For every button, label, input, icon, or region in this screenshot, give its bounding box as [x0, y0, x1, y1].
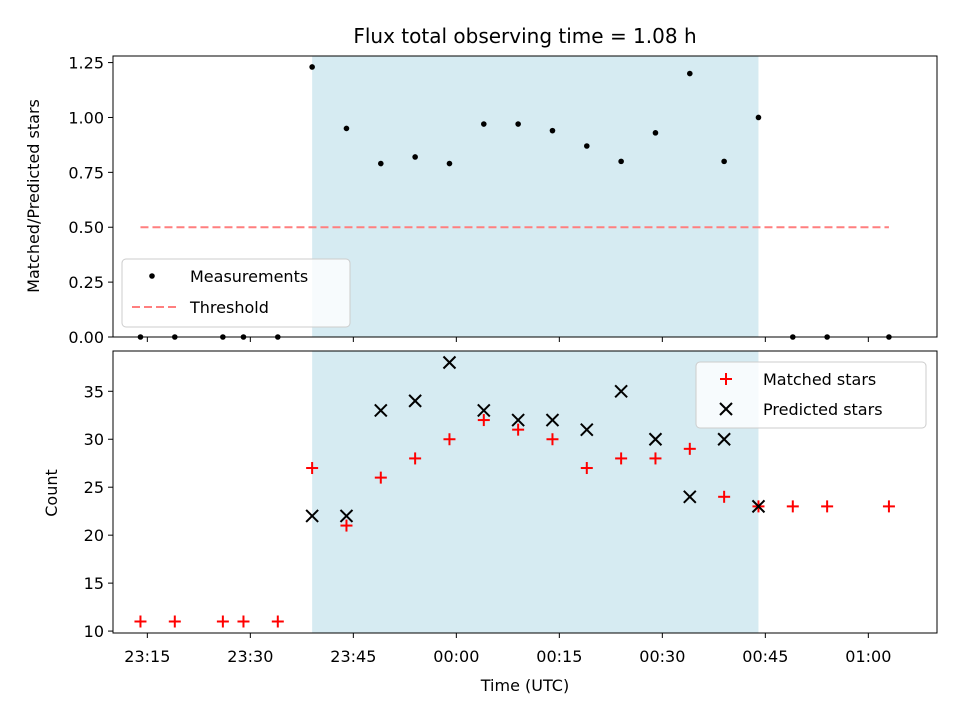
matched-star-point: [374, 471, 387, 484]
top-ytick-label: 0.25: [68, 273, 104, 292]
xtick-label: 00:45: [742, 647, 788, 666]
bottom-ytick-label: 25: [84, 478, 104, 497]
matched-star-point: [882, 500, 895, 513]
bottom-y-ticks: 10 15 20 25 30 35: [84, 382, 113, 641]
matched-star-point: [718, 490, 731, 503]
legend-measurements-label: Measurements: [190, 267, 308, 286]
measurement-point: [721, 158, 727, 165]
top-ytick-label: 0.50: [68, 218, 104, 237]
xtick-label: 00:15: [536, 647, 582, 666]
bottom-ytick-label: 15: [84, 574, 104, 593]
measurement-point: [618, 158, 624, 165]
matched-star-point: [237, 615, 250, 628]
matched-star-point: [409, 452, 422, 465]
predicted-star-point: [751, 499, 766, 514]
matched-star-point: [786, 500, 799, 513]
measurement-point: [378, 160, 384, 167]
xtick-label: 00:30: [639, 647, 685, 666]
matched-star-point: [134, 615, 147, 628]
bottom-ytick-label: 30: [84, 430, 104, 449]
legend-threshold-label: Threshold: [189, 298, 269, 317]
top-x-ticks: [146, 337, 869, 342]
xtick-label: 23:45: [330, 647, 376, 666]
bottom-ytick-label: 35: [84, 382, 104, 401]
measurement-point: [652, 130, 659, 136]
predicted-star-point: [408, 394, 422, 408]
matched-star-point: [615, 452, 628, 465]
matched-star-point: [271, 615, 284, 628]
predicted-star-point: [477, 403, 491, 418]
top-axes-frame: [112, 55, 938, 338]
top-shaded-span: [312, 56, 759, 337]
bottom-marks: [134, 355, 895, 628]
bottom-x-ticks: 23:15 23:30 23:45 00:00 00:15 00:30 00:45 01:00: [124, 633, 891, 666]
predicted-star-point: [545, 413, 560, 427]
predicted-star-point: [717, 432, 731, 446]
top-legend: Measurements Threshold: [121, 258, 351, 328]
bottom-ytick-label: 20: [84, 526, 104, 545]
top-panel: 0.00 0.25 0.50 0.75 1.00 1.25 Matched/Predict…: [24, 54, 938, 347]
predicted-star-point: [580, 422, 594, 437]
legend-matched-marker: [720, 373, 732, 385]
measurement-point: [755, 114, 762, 121]
top-y-ticks: 0.00 0.25 0.50 0.75 1.00 1.25: [68, 54, 113, 347]
chart-title: Flux total observing time = 1.08 h: [353, 24, 696, 48]
measurement-point: [584, 143, 590, 149]
top-ytick-label: 0.00: [68, 328, 104, 347]
matched-star-point: [168, 615, 181, 628]
bottom-y-axis-label: Count: [42, 469, 61, 517]
matched-star-point: [477, 414, 490, 427]
predicted-star-point: [614, 384, 628, 398]
measurement-point: [481, 121, 487, 127]
predicted-star-point: [683, 490, 697, 504]
matched-star-point: [512, 423, 525, 436]
measurement-point: [343, 125, 350, 132]
xtick-label: 23:30: [227, 647, 273, 666]
top-y-axis-label: Matched/Predicted stars: [24, 99, 43, 293]
bottom-shaded-span: [312, 351, 759, 633]
bottom-ytick-label: 10: [84, 622, 104, 641]
top-marks: [137, 64, 892, 340]
x-axis-label: Time (UTC): [480, 676, 569, 695]
matched-star-point: [216, 615, 229, 628]
matched-star-point: [649, 452, 662, 465]
matched-star-point: [306, 462, 319, 475]
predicted-star-point: [374, 403, 388, 418]
measurement-point: [515, 121, 521, 127]
measurement-point: [687, 70, 693, 77]
bottom-panel: 10 15 20 25 30 35 23:15 23:30 23:45 00:00 00:15 00…: [42, 350, 938, 695]
top-ytick-label: 1.00: [68, 108, 104, 127]
predicted-star-point: [442, 355, 457, 370]
measurement-point: [446, 160, 453, 167]
legend-measurements-marker: [149, 273, 155, 279]
top-ytick-label: 0.75: [68, 163, 104, 182]
legend-predicted-label: Predicted stars: [763, 400, 883, 419]
xtick-label: 01:00: [845, 647, 891, 666]
predicted-star-point: [339, 509, 354, 523]
measurement-point: [412, 154, 418, 160]
legend-predicted-marker: [719, 402, 733, 416]
predicted-star-point: [511, 413, 525, 427]
matched-star-point: [821, 500, 834, 513]
matched-star-point: [580, 462, 593, 475]
matched-star-point: [683, 442, 696, 455]
xtick-label: 23:15: [124, 647, 170, 666]
measurement-point: [549, 127, 556, 134]
matched-star-point: [340, 519, 353, 532]
matched-star-point: [546, 433, 559, 446]
predicted-star-point: [305, 509, 319, 523]
bottom-axes-frame: [112, 350, 938, 634]
matched-star-point: [443, 433, 456, 446]
measurement-point: [309, 64, 315, 70]
bottom-legend: Matched stars Predicted stars: [695, 361, 927, 429]
xtick-label: 00:00: [433, 647, 479, 666]
predicted-star-point: [648, 432, 663, 446]
top-ytick-label: 1.25: [68, 54, 104, 73]
legend-matched-label: Matched stars: [763, 370, 876, 389]
